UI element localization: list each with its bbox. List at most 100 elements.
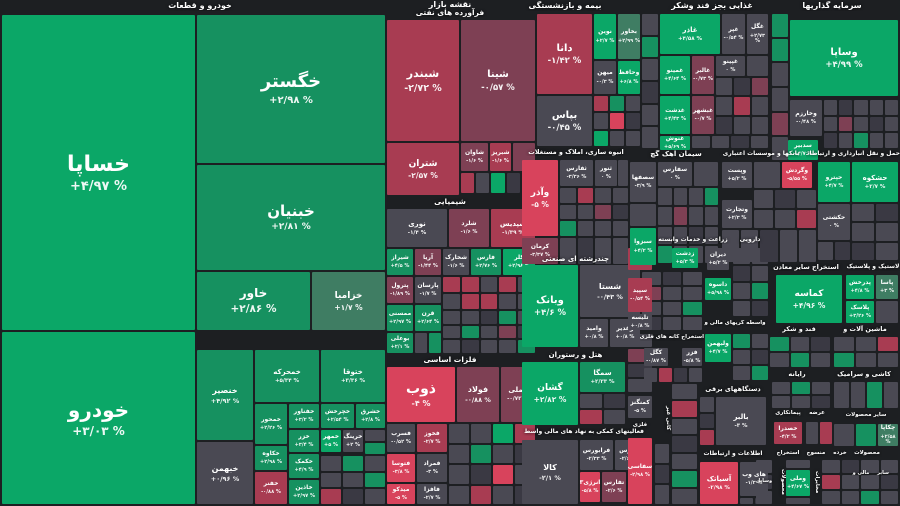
mini-tile[interactable] — [820, 422, 832, 444]
mini-tile[interactable] — [869, 100, 883, 115]
mini-tile[interactable] — [850, 382, 865, 408]
stock-tile-نوین[interactable]: نوین +۲/۷ % — [594, 14, 616, 59]
mini-tile[interactable] — [818, 242, 833, 260]
mini-tile[interactable] — [480, 294, 498, 309]
mini-tile[interactable] — [499, 340, 517, 353]
mini-tile[interactable] — [443, 294, 460, 309]
stock-tile-خنصیر[interactable]: خنصیر +۴/۹۲ % — [197, 350, 253, 440]
mini-tile[interactable] — [796, 210, 816, 228]
stock-tile-غنوش[interactable]: غنوش +۵/۶۹ % — [660, 136, 690, 150]
mini-tile[interactable] — [839, 100, 853, 115]
mini-tile[interactable] — [612, 188, 628, 203]
mini-tile[interactable] — [471, 465, 491, 484]
mini-tile[interactable] — [662, 287, 682, 300]
mini-tile[interactable] — [752, 78, 768, 96]
mini-tile[interactable] — [876, 204, 898, 222]
stock-tile-پاسا[interactable]: پاسا +۳ % — [876, 275, 898, 299]
mini-tile[interactable] — [811, 353, 830, 367]
mini-tile[interactable] — [796, 190, 816, 208]
mini-tile[interactable] — [658, 226, 672, 244]
stock-tile-وحافظ[interactable]: وحافظ +۶/۸ % — [618, 61, 640, 94]
mini-tile[interactable] — [577, 204, 593, 220]
stock-tile-تلیسه[interactable]: تلیسه +۰/۸ % — [628, 314, 652, 330]
stock-tile-خکمک[interactable]: خکمک +۴/۹ % — [289, 454, 319, 478]
stock-tile-خودرو[interactable]: خودرو +۳/۰۳ % — [2, 332, 195, 504]
mini-tile[interactable] — [770, 353, 789, 367]
mini-tile[interactable] — [594, 113, 608, 129]
mini-tile[interactable] — [603, 394, 625, 408]
mini-tile[interactable] — [733, 300, 750, 316]
stock-tile-غپر[interactable]: غپر -۰/۵۴ % — [722, 14, 745, 54]
mini-tile[interactable] — [493, 444, 513, 463]
mini-tile[interactable] — [798, 230, 816, 262]
mini-tile[interactable] — [580, 394, 602, 408]
stock-tile-سپید[interactable]: سپید -۰/۵۴ % — [628, 278, 652, 312]
mini-tile[interactable] — [630, 204, 656, 226]
stock-tile-خاذین[interactable]: خاذین +۲/۹۷ % — [289, 480, 319, 504]
stock-tile-انرژی۳[interactable]: انرژی۳ -۵/۸ % — [580, 472, 600, 502]
stock-tile-زدشت[interactable]: زدشت +۵/۳ % — [672, 248, 698, 268]
mini-tile[interactable] — [560, 188, 576, 203]
mini-tile[interactable] — [704, 226, 718, 244]
mini-tile[interactable] — [716, 97, 732, 115]
mini-tile[interactable] — [751, 334, 768, 348]
stock-tile-بالبر[interactable]: بالبر -۳ % — [716, 397, 766, 445]
stock-tile-خرینگ[interactable]: خرینگ +۲ % — [343, 430, 363, 452]
stock-tile-خگستر[interactable]: خگستر +۲/۹۸ % — [197, 15, 385, 163]
mini-tile[interactable] — [876, 223, 898, 241]
stock-tile-بپاس[interactable]: بپاس -۰/۴۵ % — [537, 96, 592, 146]
mini-tile[interactable] — [642, 59, 658, 80]
stock-tile-سبزوا[interactable]: سبزوا +۴/۲ % — [630, 228, 656, 265]
mini-tile[interactable] — [711, 136, 729, 148]
stock-tile-حشکوه[interactable]: حشکوه +۲/۷ % — [852, 162, 898, 202]
stock-tile-وملی[interactable]: وملی +۴/۶۷ % — [786, 470, 810, 496]
mini-tile[interactable] — [854, 133, 868, 148]
mini-tile[interactable] — [689, 207, 703, 225]
mini-tile[interactable] — [476, 173, 490, 193]
mini-tile[interactable] — [594, 130, 608, 146]
stock-tile-چکاپا[interactable]: چکاپا +۲/۵۸ % — [878, 424, 898, 446]
mini-tile[interactable] — [839, 116, 853, 132]
stock-tile-ختوقا[interactable]: ختوقا +۳/۳۶ % — [321, 350, 385, 402]
stock-tile-ثفارس[interactable]: ثفارس -۳/۳۶ % — [560, 160, 593, 186]
mini-tile[interactable] — [321, 472, 341, 488]
mini-tile[interactable] — [499, 325, 517, 339]
mini-tile[interactable] — [672, 384, 697, 400]
mini-tile[interactable] — [365, 443, 385, 454]
stock-tile-خاور[interactable]: خاور +۲/۸۶ % — [197, 272, 310, 330]
mini-tile[interactable] — [343, 456, 363, 471]
mini-tile[interactable] — [642, 14, 658, 35]
stock-tile-غپینو[interactable]: غپینو ۰ % — [716, 56, 745, 76]
mini-tile[interactable] — [733, 366, 750, 380]
mini-tile[interactable] — [595, 221, 611, 236]
mini-tile[interactable] — [704, 207, 718, 225]
mini-tile[interactable] — [642, 82, 658, 103]
stock-tile-شتران[interactable]: شتران -۲/۵۷ % — [387, 143, 459, 195]
mini-tile[interactable] — [644, 368, 657, 382]
stock-tile-غبشهر[interactable]: غبشهر -۰/۷ % — [692, 96, 714, 134]
mini-tile[interactable] — [861, 460, 879, 474]
mini-tile[interactable] — [700, 413, 714, 429]
stock-tile-خساپا[interactable]: خساپا +۴/۹۷ % — [2, 15, 195, 330]
stock-tile-وتجارت[interactable]: وتجارت +۲/۳ % — [722, 200, 752, 228]
mini-tile[interactable] — [603, 410, 625, 424]
mini-tile[interactable] — [770, 337, 789, 351]
mini-tile[interactable] — [618, 160, 628, 186]
mini-tile[interactable] — [662, 272, 682, 285]
stock-tile-فزر[interactable]: فزر -۵/۸ % — [682, 348, 702, 366]
stock-tile-خشرق[interactable]: خشرق +۲/۸ % — [356, 404, 385, 428]
mini-tile[interactable] — [733, 334, 750, 348]
mini-tile[interactable] — [642, 36, 658, 58]
stock-tile-سفاسی[interactable]: سفاسی -۲/۹۸ % — [628, 438, 652, 504]
mini-tile[interactable] — [792, 396, 810, 408]
stock-tile-فارس[interactable]: فارس +۲/۷۶ % — [471, 249, 501, 275]
mini-tile[interactable] — [841, 490, 859, 504]
stock-tile-شلرد[interactable]: شلرد -۱/۶ % — [449, 209, 489, 247]
mini-tile[interactable] — [560, 238, 576, 264]
stock-tile-نوری[interactable]: نوری -۱/۴ % — [387, 209, 447, 247]
mini-tile[interactable] — [878, 353, 898, 367]
mini-tile[interactable] — [480, 311, 498, 324]
mini-tile[interactable] — [655, 485, 669, 504]
mini-tile[interactable] — [876, 242, 898, 260]
mini-tile[interactable] — [626, 96, 640, 112]
